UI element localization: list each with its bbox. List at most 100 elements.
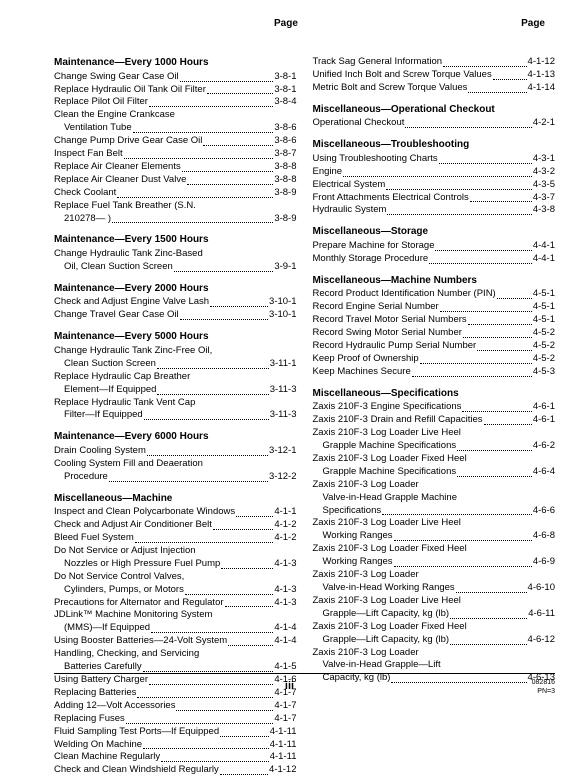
entry-page: 4-1-7 bbox=[274, 713, 296, 726]
toc-columns: Maintenance—Every 1000 HoursChange Swing… bbox=[54, 48, 555, 779]
toc-entry: Grapple Machine Specifications4-6-2 bbox=[313, 440, 556, 453]
toc-section: Track Sag General Information4-1-12Unifi… bbox=[313, 56, 556, 95]
toc-entry: Cooling System Fill and Deaeration bbox=[54, 458, 297, 471]
toc-entry: Record Engine Serial Number4-5-1 bbox=[313, 301, 556, 314]
entry-label: (MMS)—If Equipped bbox=[54, 622, 150, 635]
toc-entry: Record Hydraulic Pump Serial Number4-5-2 bbox=[313, 340, 556, 353]
toc-section: Miscellaneous—MachineInspect and Clean P… bbox=[54, 492, 297, 778]
entry-label: Zaxis 210F-3 Log Loader bbox=[313, 569, 419, 582]
left-column: Maintenance—Every 1000 HoursChange Swing… bbox=[54, 48, 297, 779]
entry-label: Clean the Engine Crankcase bbox=[54, 109, 175, 122]
entry-label: Record Engine Serial Number bbox=[313, 301, 439, 314]
toc-section: Miscellaneous—StoragePrepare Machine for… bbox=[313, 225, 556, 265]
entry-label: Record Hydraulic Pump Serial Number bbox=[313, 340, 477, 353]
entry-label: Keep Machines Secure bbox=[313, 366, 411, 379]
leader-dots bbox=[457, 476, 532, 477]
toc-entry: Element—If Equipped3-11-3 bbox=[54, 384, 297, 397]
toc-entry: Clean Machine Regularly4-1-11 bbox=[54, 751, 297, 764]
leader-dots bbox=[343, 176, 532, 177]
leader-dots bbox=[143, 671, 274, 672]
toc-entry: Drain Cooling System3-12-1 bbox=[54, 445, 297, 458]
entry-label: Specifications bbox=[313, 505, 382, 518]
entry-page: 4-6-2 bbox=[533, 440, 555, 453]
toc-entry: Track Sag General Information4-1-12 bbox=[313, 56, 556, 69]
entry-page: 4-1-7 bbox=[274, 700, 296, 713]
entry-label: Valve-in-Head Grapple—Lift bbox=[313, 659, 441, 672]
leader-dots bbox=[420, 363, 532, 364]
toc-entry: Zaxis 210F-3 Drain and Refill Capacities… bbox=[313, 414, 556, 427]
entry-label: Check Coolant bbox=[54, 187, 116, 200]
toc-entry: Replace Hydraulic Oil Tank Oil Filter3-8… bbox=[54, 84, 297, 97]
leader-dots bbox=[213, 529, 273, 530]
section-title: Maintenance—Every 1000 Hours bbox=[54, 56, 297, 70]
footer-date: 082816 bbox=[532, 679, 555, 687]
leader-dots bbox=[182, 171, 274, 172]
entry-page: 3-8-8 bbox=[274, 161, 296, 174]
leader-dots bbox=[450, 618, 527, 619]
entry-label: Grapple—Lift Capacity, kg (lb) bbox=[313, 634, 450, 647]
leader-dots bbox=[439, 163, 532, 164]
leader-dots bbox=[151, 632, 273, 633]
toc-entry: Nozzles or High Pressure Fuel Pump4-1-3 bbox=[54, 558, 297, 571]
entry-page: 3-8-6 bbox=[274, 135, 296, 148]
entry-page: 4-1-2 bbox=[274, 519, 296, 532]
entry-page: 4-3-2 bbox=[533, 166, 555, 179]
entry-label: Operational Checkout bbox=[313, 117, 405, 130]
leader-dots bbox=[394, 540, 532, 541]
entry-page: 4-1-4 bbox=[274, 635, 296, 648]
entry-page: 4-6-8 bbox=[533, 530, 555, 543]
leader-dots bbox=[180, 319, 268, 320]
entry-label: Valve-in-Head Working Ranges bbox=[313, 582, 455, 595]
toc-entry: Precautions for Alternator and Regulator… bbox=[54, 597, 297, 610]
entry-label: Do Not Service or Adjust Injection bbox=[54, 545, 196, 558]
entry-label: Hydraulic System bbox=[313, 204, 387, 217]
toc-entry: Check Coolant3-8-9 bbox=[54, 187, 297, 200]
entry-page: 4-6-10 bbox=[528, 582, 555, 595]
leader-dots bbox=[435, 250, 531, 251]
entry-label: Zaxis 210F-3 Log Loader bbox=[313, 647, 419, 660]
entry-label: Metric Bolt and Screw Torque Values bbox=[313, 82, 468, 95]
entry-label: Record Product Identification Number (PI… bbox=[313, 288, 496, 301]
entry-label: Zaxis 210F-3 Drain and Refill Capacities bbox=[313, 414, 483, 427]
toc-section: Miscellaneous—TroubleshootingUsing Troub… bbox=[313, 138, 556, 217]
toc-entry: 210278— )3-8-9 bbox=[54, 213, 297, 226]
toc-section: Maintenance—Every 6000 HoursDrain Coolin… bbox=[54, 430, 297, 483]
entry-label: Zaxis 210F-3 Engine Specifications bbox=[313, 401, 462, 414]
entry-label: Check and Clean Windshield Regularly bbox=[54, 764, 219, 777]
entry-label: Change Swing Gear Case Oil bbox=[54, 71, 179, 84]
leader-dots bbox=[468, 324, 532, 325]
entry-page: 4-5-2 bbox=[533, 353, 555, 366]
toc-section: Maintenance—Every 5000 HoursChange Hydra… bbox=[54, 330, 297, 422]
toc-entry: Electrical System4-3-5 bbox=[313, 179, 556, 192]
toc-entry: Replace Fuel Tank Breather (S.N. bbox=[54, 200, 297, 213]
footer-pn: PN=3 bbox=[532, 688, 555, 696]
entry-label: Zaxis 210F-3 Log Loader Live Heel bbox=[313, 595, 461, 608]
leader-dots bbox=[468, 92, 526, 93]
toc-entry: Zaxis 210F-3 Log Loader Fixed Heel bbox=[313, 621, 556, 634]
entry-label: Fluid Sampling Test Ports—If Equipped bbox=[54, 726, 219, 739]
entry-label: Working Ranges bbox=[313, 556, 393, 569]
section-title: Miscellaneous—Troubleshooting bbox=[313, 138, 556, 152]
leader-dots bbox=[157, 368, 269, 369]
section-title: Maintenance—Every 2000 Hours bbox=[54, 282, 297, 296]
toc-entry: Working Ranges4-6-8 bbox=[313, 530, 556, 543]
toc-entry: Change Swing Gear Case Oil3-8-1 bbox=[54, 71, 297, 84]
toc-entry: Keep Machines Secure4-5-3 bbox=[313, 366, 556, 379]
entry-label: Record Swing Motor Serial Number bbox=[313, 327, 462, 340]
entry-page: 4-3-8 bbox=[533, 204, 555, 217]
toc-entry: Front Attachments Electrical Controls4-3… bbox=[313, 192, 556, 205]
leader-dots bbox=[180, 81, 274, 82]
toc-entry: Replace Pilot Oil Filter3-8-4 bbox=[54, 96, 297, 109]
entry-label: JDLink™ Machine Monitoring System bbox=[54, 609, 212, 622]
toc-entry: JDLink™ Machine Monitoring System bbox=[54, 609, 297, 622]
leader-dots bbox=[126, 723, 274, 724]
toc-entry: Fluid Sampling Test Ports—If Equipped4-1… bbox=[54, 726, 297, 739]
toc-entry: Filter—If Equipped3-11-3 bbox=[54, 409, 297, 422]
entry-page: 4-6-11 bbox=[528, 608, 555, 621]
toc-entry: Replace Hydraulic Tank Vent Cap bbox=[54, 397, 297, 410]
entry-label: Prepare Machine for Storage bbox=[313, 240, 435, 253]
entry-label: Replace Hydraulic Cap Breather bbox=[54, 371, 190, 384]
toc-section: Maintenance—Every 1500 HoursChange Hydra… bbox=[54, 233, 297, 273]
toc-entry: Valve-in-Head Grapple Machine bbox=[313, 492, 556, 505]
toc-entry: Record Product Identification Number (PI… bbox=[313, 288, 556, 301]
